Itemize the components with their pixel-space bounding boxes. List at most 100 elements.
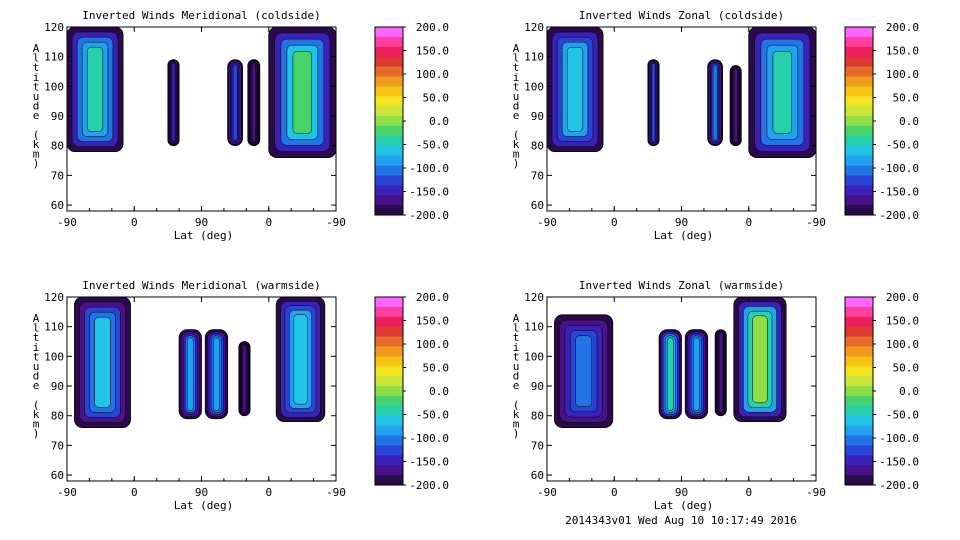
colorbar-swatch (375, 86, 403, 97)
colorbar-tick-label: -150.0 (879, 186, 919, 199)
chart-title: Inverted Winds Meridional (coldside) (82, 9, 320, 22)
contour-ring (752, 315, 768, 404)
colorbar-swatch (845, 356, 873, 367)
y-tick-label: 100 (524, 350, 544, 363)
colorbar-tick-label: 100.0 (416, 68, 449, 81)
colorbar-swatch (375, 145, 403, 157)
colorbar-tick-label: -50.0 (886, 139, 919, 152)
x-tick-label: -90 (806, 486, 826, 499)
colorbar-swatch (375, 336, 403, 347)
y-tick-label: 100 (44, 80, 64, 93)
colorbar-swatch (375, 445, 403, 456)
colorbar-tick-label: 0.0 (429, 115, 449, 128)
colorbar-swatch (845, 395, 873, 407)
y-tick-label: 60 (531, 199, 544, 212)
colorbar-swatch (845, 405, 873, 417)
colorbar-tick-label: 50.0 (423, 92, 450, 105)
chart-panel-1: Inverted Winds Meridional (coldside) -90 0… (33, 9, 449, 242)
plot-area (547, 27, 816, 158)
contour-ring (651, 63, 656, 142)
y-tick-label: 120 (524, 21, 544, 34)
colorbar-swatch (845, 386, 873, 397)
colorbar-tick-label: -100.0 (879, 162, 919, 175)
y-tick-label: 70 (51, 439, 64, 452)
chart-title: Inverted Winds Meridional (warmside) (82, 279, 320, 292)
x-tick-label: -90 (57, 216, 77, 229)
plot-area (74, 297, 326, 428)
colorbar-tick-label: 50.0 (893, 92, 920, 105)
colorbar-swatch (845, 145, 873, 157)
colorbar-tick-label: 0.0 (899, 385, 919, 398)
colorbar-tick-label: 0.0 (899, 115, 919, 128)
y-tick-label: 90 (531, 110, 544, 123)
y-tick-label: 120 (44, 21, 64, 34)
contour-ring (575, 335, 593, 407)
contour-ring (733, 69, 738, 142)
x-tick-label: 0 (611, 486, 618, 499)
colorbar-swatch (845, 96, 873, 107)
x-tick-label: 0 (265, 486, 272, 499)
y-tick-label: 120 (44, 291, 64, 304)
colorbar-swatch (845, 86, 873, 97)
colorbar: 200.0 150.0 100.0 50.0 0.0 -50.0 -100.0 -150.0 -… (844, 291, 919, 492)
colorbar-tick-label: -100.0 (409, 432, 449, 445)
colorbar-swatch (375, 155, 403, 167)
colorbar-swatch (375, 465, 403, 476)
x-tick-label: 0 (265, 216, 272, 229)
x-tick-label: 90 (675, 486, 688, 499)
contour-ring (251, 63, 256, 142)
contour-ring (94, 316, 111, 408)
colorbar-swatch (845, 326, 873, 338)
colorbar-swatch (845, 475, 873, 486)
colorbar-swatch (845, 195, 873, 206)
y-tick-label: 70 (531, 439, 544, 452)
y-tick-label: 70 (51, 169, 64, 182)
colorbar-swatch (375, 27, 403, 38)
x-tick-label: 90 (195, 486, 208, 499)
colorbar-tick-label: -150.0 (409, 456, 449, 469)
colorbar-swatch (375, 96, 403, 107)
colorbar-swatch (845, 27, 873, 38)
contour-ring (293, 314, 308, 405)
contour-ring (292, 50, 313, 134)
colorbar-swatch (845, 425, 873, 437)
contour-ring (693, 337, 700, 411)
x-axis-label: Lat (deg) (654, 499, 714, 512)
colorbar-swatch (845, 346, 873, 357)
colorbar-tick-label: 200.0 (886, 291, 919, 304)
colorbar-swatch (375, 435, 403, 446)
colorbar-swatch (375, 56, 403, 68)
x-tick-label: -90 (326, 486, 346, 499)
colorbar-swatch (845, 76, 873, 87)
x-axis-label: Lat (deg) (654, 229, 714, 242)
contour-ring (213, 337, 220, 411)
y-tick-label: 90 (51, 380, 64, 393)
colorbar-swatch (845, 36, 873, 48)
x-tick-label: 0 (131, 216, 138, 229)
contour-ring (242, 345, 247, 412)
colorbar-swatch (375, 66, 403, 77)
colorbar-swatch (845, 66, 873, 77)
colorbar-swatch (375, 36, 403, 48)
chart-title: Inverted Winds Zonal (warmside) (579, 279, 784, 292)
x-axis-label: Lat (deg) (174, 229, 234, 242)
colorbar-swatch (375, 165, 403, 176)
x-tick-label: 0 (745, 486, 752, 499)
y-tick-label: 80 (51, 140, 64, 153)
plot-area (554, 297, 787, 428)
colorbar-swatch (375, 376, 403, 387)
colorbar-swatch (845, 106, 873, 117)
x-tick-label: -90 (537, 216, 557, 229)
x-tick-label: -90 (326, 216, 346, 229)
colorbar-tick-label: 200.0 (416, 291, 449, 304)
x-axis-label: Lat (deg) (174, 499, 234, 512)
colorbar-swatch (845, 116, 873, 127)
colorbar-tick-label: 100.0 (886, 68, 919, 81)
colorbar-swatch (845, 155, 873, 167)
colorbar-swatch (375, 405, 403, 417)
colorbar-tick-label: -200.0 (409, 479, 449, 492)
x-tick-label: 90 (675, 216, 688, 229)
